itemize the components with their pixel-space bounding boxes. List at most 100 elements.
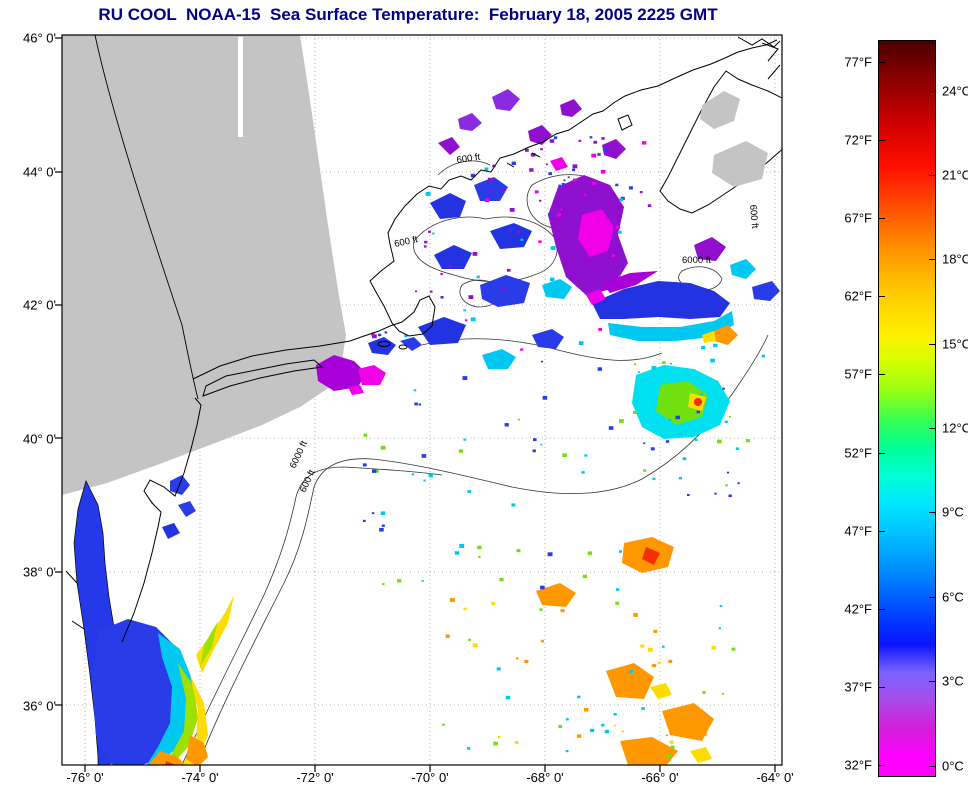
sst-speckle xyxy=(516,549,521,553)
sst-speckle xyxy=(615,267,619,271)
sst-speckle xyxy=(500,298,503,301)
sst-speckle xyxy=(647,204,652,207)
sst-speckle xyxy=(423,479,426,482)
sst-speckle xyxy=(662,361,666,364)
sst-speckle xyxy=(682,457,687,461)
sst-speckle xyxy=(702,732,707,736)
sst-speckle xyxy=(578,139,582,142)
sst-speckle xyxy=(565,718,569,721)
sst-speckle xyxy=(615,601,620,605)
sst-speckle xyxy=(632,410,637,414)
sst-speckle xyxy=(563,179,566,182)
sst-speckle xyxy=(459,544,465,548)
sst-patch xyxy=(586,289,606,305)
sst-speckle xyxy=(380,511,386,515)
sst-patch xyxy=(642,547,660,565)
sst-speckle xyxy=(411,473,415,476)
sst-speckle xyxy=(558,724,563,728)
contour-label: 600 ft xyxy=(456,152,481,166)
sst-patch xyxy=(578,209,614,257)
colorbar-c-tick xyxy=(929,343,935,345)
sst-speckle xyxy=(560,208,563,211)
sst-speckle xyxy=(440,296,444,299)
sst-speckle xyxy=(615,183,619,187)
sst-speckle xyxy=(619,198,623,202)
colorbar-f-tick xyxy=(879,608,885,610)
sst-patch xyxy=(400,337,422,351)
colorbar-f-label: 37°F xyxy=(844,679,872,695)
sst-speckle xyxy=(719,605,723,608)
sst-speckle xyxy=(700,393,703,396)
sst-speckle xyxy=(642,141,647,145)
sst-patch xyxy=(730,259,756,279)
sst-speckle xyxy=(562,453,567,457)
y-tick-label: 46° 0' xyxy=(23,30,56,46)
sst-speckle xyxy=(421,580,424,582)
sst-speckle xyxy=(561,183,565,186)
sst-speckle xyxy=(463,309,466,312)
colorbar xyxy=(878,40,936,777)
sst-speckle xyxy=(423,245,427,248)
sst-speckle xyxy=(550,246,556,250)
no-coverage-patch xyxy=(700,91,740,129)
sst-speckle-field xyxy=(362,136,765,758)
sst-speckle xyxy=(476,275,480,279)
no-coverage-region xyxy=(62,35,346,495)
sst-patch xyxy=(458,113,482,131)
sst-speckle xyxy=(493,741,498,746)
colorbar-c-tick xyxy=(929,512,935,514)
sst-speckle xyxy=(618,275,621,277)
sst-speckle xyxy=(761,354,765,358)
sst-patch xyxy=(492,89,520,111)
sst-speckle xyxy=(516,657,519,660)
sst-speckle xyxy=(666,391,671,396)
sst-patch xyxy=(690,747,712,763)
sst-speckle xyxy=(668,419,672,421)
sst-speckle xyxy=(363,433,368,437)
sst-speckle xyxy=(669,740,674,744)
sst-speckle xyxy=(628,186,633,190)
sst-speckle xyxy=(746,439,750,443)
axis-ticks xyxy=(55,37,776,772)
sst-speckle xyxy=(542,396,548,400)
sst-patch xyxy=(694,237,726,261)
sst-patch xyxy=(560,99,582,117)
colorbar-c-label: 21°C xyxy=(942,167,968,183)
figure-title: RU COOL NOAA-15 Sea Surface Temperature:… xyxy=(98,5,718,24)
colorbar-f-label: 42°F xyxy=(844,601,872,617)
sst-speckle xyxy=(665,734,668,737)
y-tick-label: 44° 0' xyxy=(23,164,56,179)
sst-speckle xyxy=(442,723,445,726)
colorbar-f-label: 62°F xyxy=(844,288,872,304)
colorbar-f-label: 67°F xyxy=(844,210,872,226)
sst-patch xyxy=(542,279,572,299)
sst-patch xyxy=(662,703,714,741)
colorbar-c-tick xyxy=(929,681,935,683)
sst-speckle xyxy=(529,168,534,172)
sst-patch xyxy=(178,501,196,517)
sst-patch xyxy=(714,325,738,345)
sst-speckle xyxy=(617,230,622,234)
sst-patch xyxy=(200,621,218,667)
sst-speckle xyxy=(572,178,577,182)
sst-speckle xyxy=(578,341,584,345)
sst-speckle xyxy=(572,168,576,172)
sst-speckle xyxy=(507,268,511,272)
long-island-outline xyxy=(202,359,324,397)
colorbar-c-tick xyxy=(929,259,935,261)
sst-speckle xyxy=(582,574,587,579)
sst-patch xyxy=(186,735,208,765)
sst-speckle xyxy=(665,440,670,443)
lake-champlain xyxy=(238,37,243,137)
sst-patch xyxy=(474,177,508,201)
sst-speckle xyxy=(547,212,551,216)
sst-patch xyxy=(592,281,730,319)
sst-patch xyxy=(536,583,576,607)
colorbar-c-label: 12°C xyxy=(942,420,968,436)
sst-speckle xyxy=(540,585,545,590)
sst-speckle xyxy=(590,728,595,733)
x-tick-label: -72° 0' xyxy=(296,770,334,785)
sst-speckle xyxy=(490,189,494,193)
sst-speckle xyxy=(372,334,377,339)
